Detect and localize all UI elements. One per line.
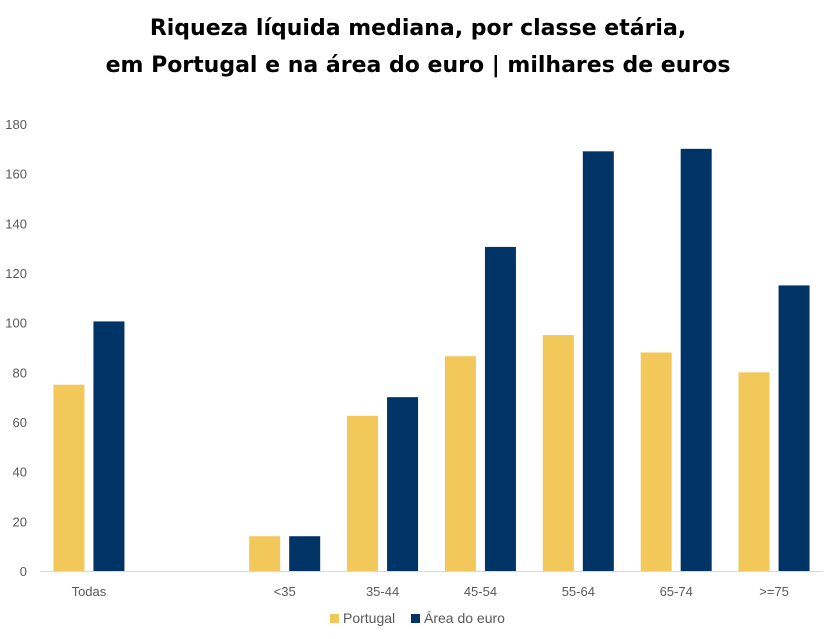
- y-tick-label: 140: [5, 216, 27, 231]
- bar-portugal: [444, 356, 476, 571]
- bar-area-do-euro: [387, 397, 419, 571]
- x-tick-label: >=75: [759, 584, 789, 599]
- x-tick-label: Todas: [72, 584, 107, 599]
- bar-portugal: [249, 536, 281, 571]
- y-axis: 0 20 40 60 80 100 120 140 160 180: [5, 117, 27, 579]
- y-tick-label: 160: [5, 167, 27, 182]
- x-tick-label: 55-64: [562, 584, 595, 599]
- x-tick-label: 35-44: [366, 584, 399, 599]
- y-tick-label: 120: [5, 266, 27, 281]
- bar-area-do-euro: [582, 151, 614, 572]
- x-axis: Todas <35 35-44 45-54 55-64 65-74 >=75: [40, 571, 823, 599]
- legend-label-portugal: Portugal: [343, 610, 395, 626]
- bar-area-do-euro: [484, 246, 516, 572]
- bar-area-do-euro: [289, 536, 321, 571]
- bar-area-do-euro: [680, 148, 712, 572]
- legend-label-area-do-euro: Área do euro: [424, 610, 505, 626]
- x-tick-label: 65-74: [660, 584, 693, 599]
- y-tick-label: 180: [5, 117, 27, 132]
- y-tick-label: 0: [20, 564, 27, 579]
- legend-swatch-area-do-euro: [411, 614, 420, 623]
- bar-portugal: [347, 415, 379, 571]
- y-tick-label: 80: [13, 365, 27, 380]
- y-tick-label: 20: [13, 514, 27, 529]
- bar-area-do-euro: [778, 285, 810, 571]
- bar-portugal: [542, 335, 574, 571]
- bars-group: [53, 148, 810, 572]
- legend: Portugal Área do euro: [330, 610, 505, 626]
- x-tick-label: <35: [274, 584, 296, 599]
- chart-title-line-1: Riqueza líquida mediana, por classe etár…: [149, 16, 687, 41]
- y-tick-label: 40: [13, 465, 27, 480]
- bar-portugal: [53, 384, 85, 571]
- y-tick-label: 100: [5, 316, 27, 331]
- x-tick-label: 45-54: [464, 584, 497, 599]
- legend-swatch-portugal: [330, 614, 339, 623]
- bar-portugal: [640, 352, 672, 571]
- y-tick-label: 60: [13, 415, 27, 430]
- bar-area-do-euro: [93, 321, 125, 571]
- chart-title-line-2: em Portugal e na área do euro | milhares…: [105, 53, 731, 78]
- chart-title: Riqueza líquida mediana, por classe etár…: [0, 10, 836, 84]
- bar-portugal: [738, 372, 770, 571]
